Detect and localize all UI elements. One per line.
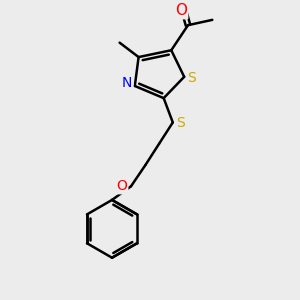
Text: O: O xyxy=(175,3,187,18)
Text: S: S xyxy=(176,116,185,130)
Text: O: O xyxy=(116,179,127,193)
Text: N: N xyxy=(122,76,132,90)
Text: S: S xyxy=(188,70,196,85)
